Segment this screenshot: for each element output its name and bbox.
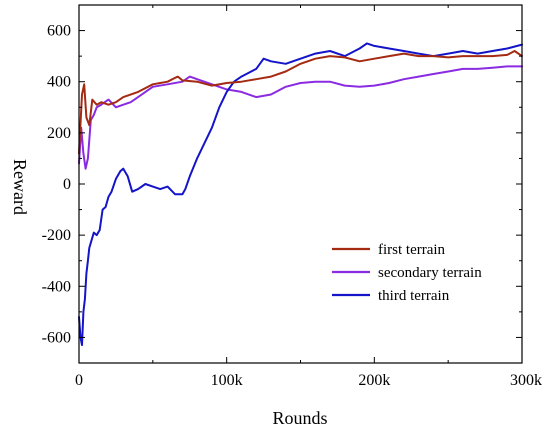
y-tick-label: 600 bbox=[47, 23, 71, 40]
y-tick-label: -400 bbox=[42, 278, 71, 295]
x-axis-title: Rounds bbox=[272, 408, 327, 428]
y-tick-label: 400 bbox=[47, 74, 71, 91]
x-tick-label: 200k bbox=[358, 372, 390, 389]
x-tick-label: 100k bbox=[211, 372, 243, 389]
y-tick-label: 200 bbox=[47, 125, 71, 142]
series-line-1 bbox=[78, 65, 523, 170]
legend-label-0: first terrain bbox=[378, 242, 446, 258]
y-tick-label: -200 bbox=[42, 227, 71, 244]
axes: -600 -400 -200 0 200 400 600 0 100k 200k 300k bbox=[42, 4, 542, 389]
plot-area bbox=[78, 42, 523, 347]
legend-label-2: third terrain bbox=[378, 288, 450, 304]
series-line-0 bbox=[78, 50, 523, 155]
x-tick-label: 0 bbox=[75, 372, 83, 389]
y-axis-title: Reward bbox=[10, 159, 30, 215]
legend: first terrain secondary terrain third terr… bbox=[332, 242, 482, 304]
series-line-2 bbox=[78, 42, 523, 347]
x-tick-label: 300k bbox=[510, 372, 542, 389]
legend-label-1: secondary terrain bbox=[378, 265, 482, 281]
y-tick-label: 0 bbox=[63, 176, 71, 193]
y-tick-label: -600 bbox=[42, 329, 71, 346]
